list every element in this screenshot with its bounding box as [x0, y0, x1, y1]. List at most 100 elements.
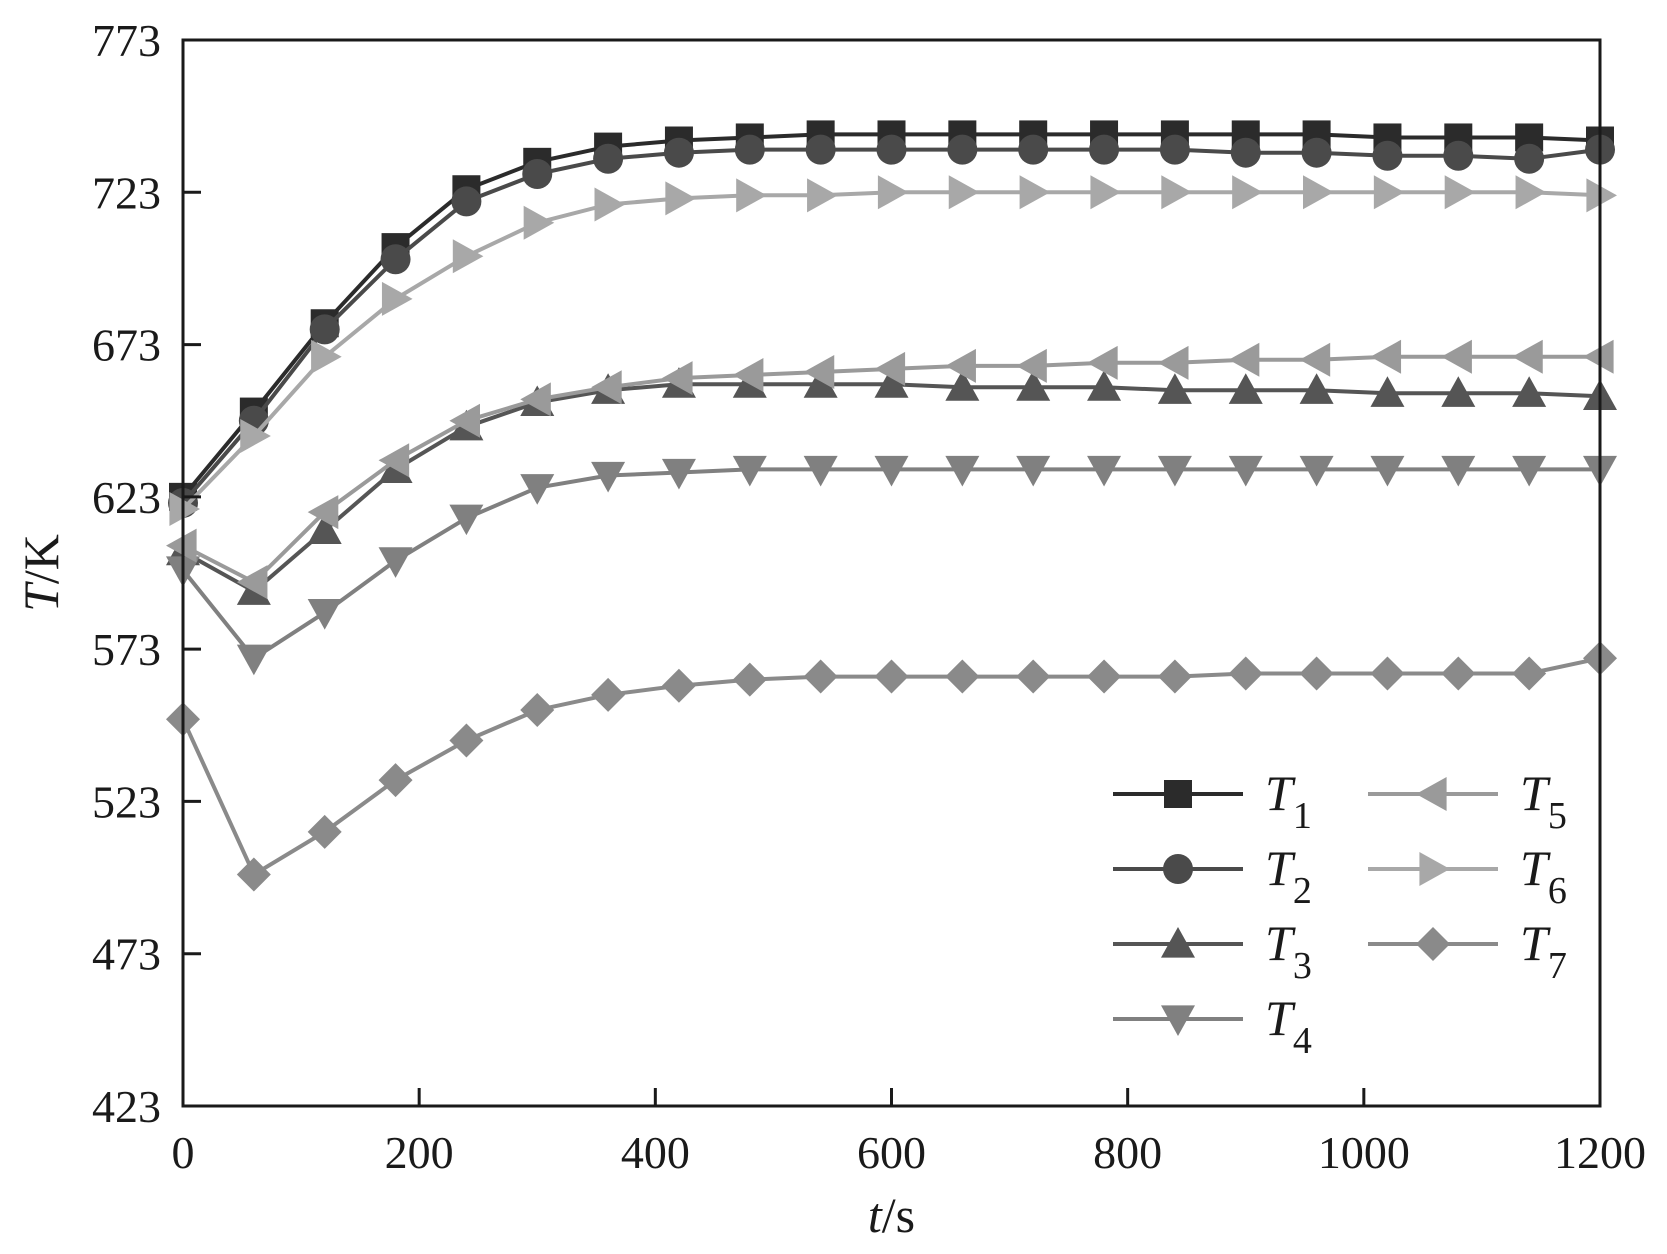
data-point — [380, 244, 411, 275]
data-point — [452, 239, 484, 274]
legend-entry-t7: T7 — [1368, 915, 1567, 987]
data-point — [732, 455, 767, 487]
legend-label-variable: T — [1265, 990, 1296, 1046]
data-point — [736, 178, 767, 213]
data-point — [1303, 175, 1334, 210]
data-point — [451, 186, 482, 217]
data-point — [307, 598, 342, 630]
y-tick-label: 623 — [92, 472, 161, 523]
legend-label-subscript: 7 — [1548, 945, 1567, 987]
legend-label: T6 — [1520, 840, 1567, 912]
data-point — [1232, 175, 1263, 210]
data-point — [520, 693, 555, 728]
data-point — [1515, 175, 1547, 210]
legend-label-variable: T — [1265, 765, 1296, 821]
data-point — [874, 351, 906, 386]
y-tick-label: 473 — [92, 929, 161, 980]
data-point — [945, 455, 980, 487]
data-point — [1016, 455, 1051, 487]
data-point — [1370, 376, 1405, 407]
data-point — [1157, 345, 1189, 380]
data-point — [311, 339, 342, 374]
legend-marker — [1161, 1005, 1195, 1036]
data-point — [945, 348, 976, 383]
legend-entry-t1: T1 — [1113, 765, 1312, 837]
data-point — [803, 659, 838, 694]
data-point — [378, 547, 413, 578]
data-point — [947, 134, 978, 165]
data-point — [1512, 656, 1547, 691]
legend-label: T1 — [1265, 765, 1312, 837]
data-point — [1370, 339, 1402, 374]
legend-entry-t5: T5 — [1368, 765, 1567, 837]
data-point — [1157, 373, 1192, 404]
data-point — [1159, 134, 1190, 165]
y-axis-title: T/K — [13, 534, 69, 612]
data-point — [1161, 175, 1192, 210]
data-point — [874, 367, 909, 398]
y-tick-label: 723 — [92, 167, 161, 218]
data-point — [1514, 143, 1545, 174]
data-point — [665, 181, 696, 216]
data-point — [1441, 339, 1472, 374]
series-t7 — [166, 641, 1617, 892]
series-t6 — [169, 175, 1617, 527]
data-point — [945, 659, 980, 694]
data-point — [877, 175, 909, 210]
data-point — [166, 528, 197, 563]
y-axis-unit: /K — [13, 534, 69, 584]
legend-label-subscript: 4 — [1293, 1020, 1312, 1062]
series-t5 — [166, 339, 1614, 600]
data-point — [1299, 455, 1334, 487]
x-tick-label: 800 — [1093, 1127, 1162, 1178]
x-tick-label: 1200 — [1554, 1127, 1646, 1178]
legend-entry-t2: T2 — [1113, 840, 1312, 912]
data-point — [663, 137, 694, 168]
legend-label-variable: T — [1520, 840, 1551, 896]
legend-marker — [1163, 854, 1193, 884]
data-point — [803, 354, 835, 389]
data-point — [734, 134, 765, 165]
x-tick-label: 0 — [172, 1127, 195, 1178]
data-point — [1443, 140, 1474, 171]
series-t4 — [166, 455, 1617, 676]
data-point — [1370, 455, 1405, 487]
data-point — [661, 361, 693, 396]
data-point — [1228, 373, 1263, 404]
data-point — [1512, 376, 1547, 407]
legend-label: T2 — [1265, 840, 1312, 912]
legend-entry-t3: T3 — [1113, 915, 1312, 987]
data-point — [1441, 656, 1476, 691]
y-axis-variable: T — [13, 581, 69, 612]
data-point — [1016, 659, 1051, 694]
data-point — [522, 159, 553, 190]
data-point — [1089, 134, 1120, 165]
data-point — [594, 187, 626, 222]
data-point — [1512, 455, 1547, 487]
x-axis-title: t/s — [868, 1187, 915, 1243]
data-point — [1087, 659, 1122, 694]
data-point — [1157, 659, 1192, 694]
data-point — [1301, 137, 1332, 168]
data-point — [1299, 342, 1331, 377]
data-point — [449, 403, 480, 438]
y-axis: 423 473 523 573 623 673 723 773 — [92, 15, 201, 1132]
data-point — [805, 134, 836, 165]
data-point — [1512, 339, 1543, 374]
data-point — [661, 668, 696, 703]
series-line — [181, 147, 1601, 505]
data-point — [876, 134, 907, 165]
series-t1 — [169, 120, 1614, 511]
legend-entry-t4: T4 — [1113, 990, 1312, 1062]
data-point — [1087, 370, 1122, 401]
legend-marker — [1419, 852, 1450, 886]
legend-label-variable: T — [1265, 915, 1296, 971]
y-tick-label: 523 — [92, 776, 161, 827]
data-point — [1016, 370, 1051, 401]
y-tick-label: 673 — [92, 320, 161, 371]
data-point — [1228, 342, 1260, 377]
data-point — [1444, 175, 1476, 210]
x-tick-label: 400 — [621, 1127, 690, 1178]
